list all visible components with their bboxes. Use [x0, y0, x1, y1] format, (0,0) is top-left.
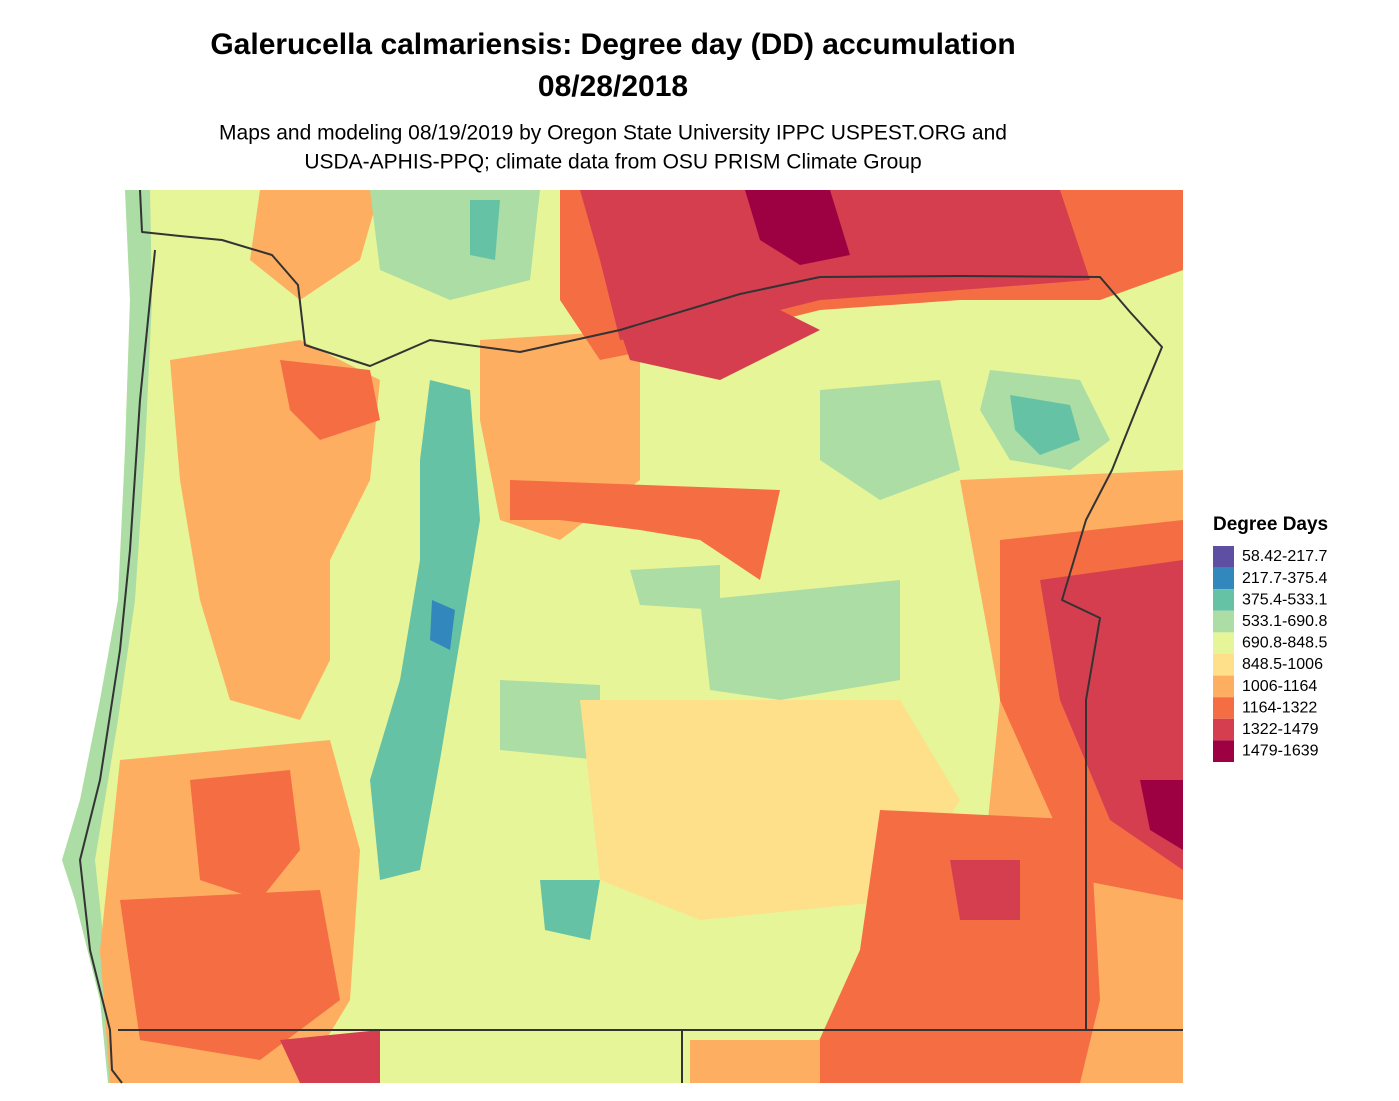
legend-swatch — [1213, 610, 1234, 633]
zone — [580, 190, 1090, 340]
legend-swatch — [1213, 589, 1234, 611]
legend-swatch — [1213, 546, 1234, 568]
zone — [950, 860, 1020, 920]
legend-swatch — [1213, 718, 1234, 741]
zone — [510, 480, 780, 580]
legend-title: Degree Days — [1213, 514, 1328, 535]
zone — [280, 1030, 380, 1083]
legend-label: 375.4-533.1 — [1242, 591, 1328, 608]
legend-label: 1479-1639 — [1242, 743, 1319, 760]
title: Galerucella calmariensis: Degree day (DD… — [210, 28, 1015, 61]
zone — [500, 680, 600, 760]
zone — [580, 700, 960, 920]
legend-label: 58.42-217.7 — [1242, 548, 1328, 565]
legend-swatch — [1213, 654, 1234, 676]
zone — [745, 190, 850, 265]
subtitle: Maps and modeling 08/19/2019 by Oregon S… — [219, 122, 1007, 145]
cascades-peak — [430, 600, 455, 650]
zone — [1140, 780, 1183, 850]
legend: 58.42-217.7 217.7-375.4 375.4-533.1 533.1-6… — [1213, 546, 1328, 762]
zone — [630, 565, 720, 610]
legend-label: 690.8-848.5 — [1242, 635, 1328, 652]
legend-label: 1164-1322 — [1242, 699, 1317, 716]
zone — [820, 380, 960, 500]
legend-label: 217.7-375.4 — [1242, 570, 1328, 587]
raster — [62, 190, 1183, 1083]
subtitle: USDA-APHIS-PPQ; climate data from OSU PR… — [304, 151, 921, 174]
legend-swatch — [1213, 740, 1234, 762]
title-date: 08/28/2018 — [538, 70, 688, 103]
zone — [280, 360, 380, 440]
legend-label: 1006-1164 — [1242, 678, 1317, 695]
boundaries — [79, 189, 1183, 1084]
coastline — [79, 249, 156, 1084]
zone — [120, 890, 340, 1060]
zone — [620, 300, 820, 380]
legend-label: 848.5-1006 — [1242, 656, 1323, 673]
zone — [540, 880, 600, 940]
legend-label: 533.1-690.8 — [1242, 613, 1328, 630]
zone — [470, 200, 500, 260]
blue-mountains — [1010, 395, 1080, 455]
zone — [250, 190, 380, 300]
legend-swatch — [1213, 697, 1234, 719]
legend-swatch — [1213, 675, 1234, 698]
zone — [690, 1040, 820, 1083]
coast-strip — [62, 190, 152, 1083]
legend-label: 1322-1479 — [1242, 721, 1319, 738]
zone — [190, 770, 300, 900]
legend-swatch — [1213, 632, 1234, 654]
state-border — [139, 189, 1163, 1030]
zone — [800, 810, 1100, 1083]
legend-swatch — [1213, 567, 1234, 590]
zone — [700, 580, 900, 700]
cascades — [370, 380, 480, 880]
